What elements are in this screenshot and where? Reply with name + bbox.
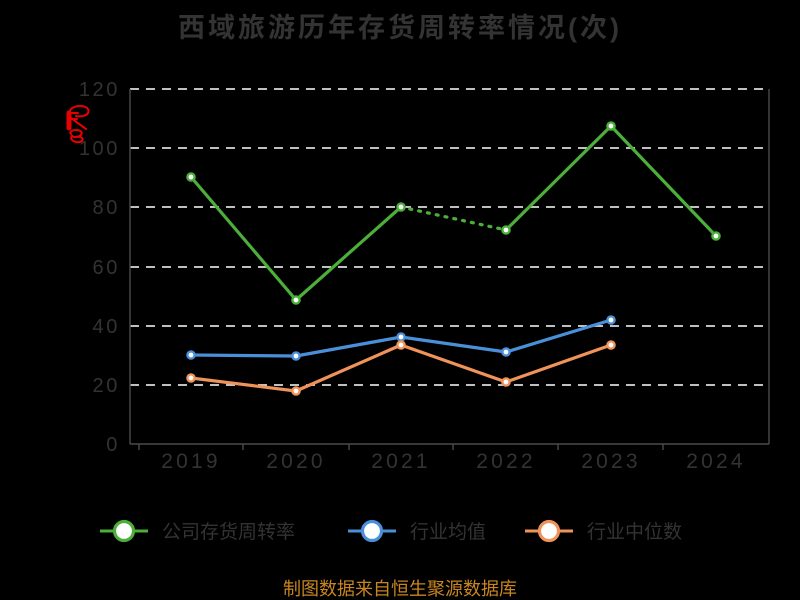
svg-text:制图数据来自恒生聚源数据库: 制图数据来自恒生聚源数据库 <box>283 579 517 599</box>
svg-text:2023: 2023 <box>581 450 641 473</box>
svg-text:120: 120 <box>79 79 120 101</box>
svg-text:行业中位数: 行业中位数 <box>587 521 682 543</box>
svg-text:2020: 2020 <box>266 450 326 473</box>
svg-text:100: 100 <box>79 138 120 160</box>
svg-text:2024: 2024 <box>686 450 746 473</box>
svg-text:行业均值: 行业均值 <box>410 521 486 543</box>
svg-text:80: 80 <box>93 197 120 219</box>
svg-text:60: 60 <box>93 257 120 279</box>
svg-text:2021: 2021 <box>371 450 431 473</box>
svg-text:2022: 2022 <box>476 450 536 473</box>
svg-text:20: 20 <box>93 375 120 397</box>
svg-text:40: 40 <box>93 316 120 338</box>
svg-text:公司存货周转率: 公司存货周转率 <box>162 521 295 543</box>
svg-text:0: 0 <box>106 434 120 456</box>
svg-text:2019: 2019 <box>161 450 221 473</box>
